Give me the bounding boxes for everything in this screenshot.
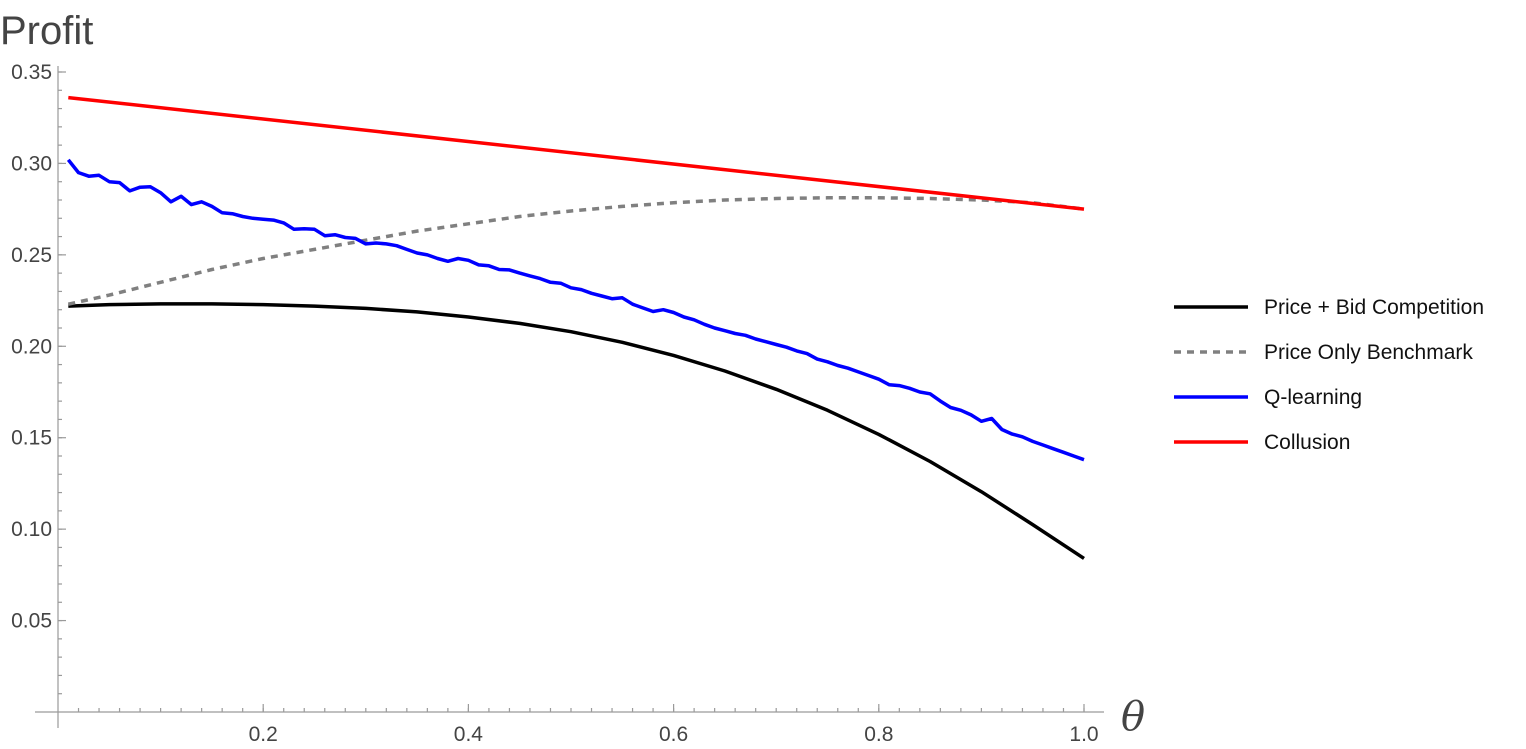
y-tick-label: 0.35 xyxy=(11,61,52,84)
y-tick-label: 0.10 xyxy=(11,518,52,541)
x-tick-label: 0.2 xyxy=(249,723,278,746)
series-line-price-only-benchmark xyxy=(67,196,1085,306)
y-axis-title: Profit xyxy=(0,9,93,53)
y-tick-label: 0.15 xyxy=(11,427,52,450)
legend-label: Price + Bid Competition xyxy=(1264,296,1484,319)
tick-labels: 0.2 0.4 0.6 0.8 1.0 0.05 0.10 0.15 0.20 0.25 0.30 0… xyxy=(11,61,1098,746)
legend-label: Q-learning xyxy=(1264,386,1362,409)
series-line-price-bid-competition xyxy=(68,302,1085,560)
major-ticks xyxy=(58,71,1085,712)
x-tick-label: 0.4 xyxy=(454,723,484,746)
series-line-collusion xyxy=(68,95,1085,211)
x-tick-label: 1.0 xyxy=(1069,723,1098,746)
x-tick-label: 0.6 xyxy=(659,723,688,746)
y-tick-label: 0.25 xyxy=(11,244,52,267)
legend: Price + Bid Competition Price Only Benchm… xyxy=(1174,296,1484,454)
x-axis-title: θ xyxy=(1121,694,1145,740)
y-tick-label: 0.30 xyxy=(11,152,52,175)
series-line-q-learning xyxy=(66,158,1085,462)
minor-ticks xyxy=(58,71,1085,712)
series-group xyxy=(66,95,1085,560)
x-tick-label: 0.8 xyxy=(864,723,893,746)
legend-label: Price Only Benchmark xyxy=(1264,341,1473,364)
y-tick-label: 0.05 xyxy=(11,610,52,633)
legend-label: Collusion xyxy=(1264,431,1350,454)
axes: 0.2 0.4 0.6 0.8 1.0 0.05 0.10 0.15 0.20 0.25 0.30 0… xyxy=(11,61,1104,746)
y-tick-label: 0.20 xyxy=(11,335,52,358)
